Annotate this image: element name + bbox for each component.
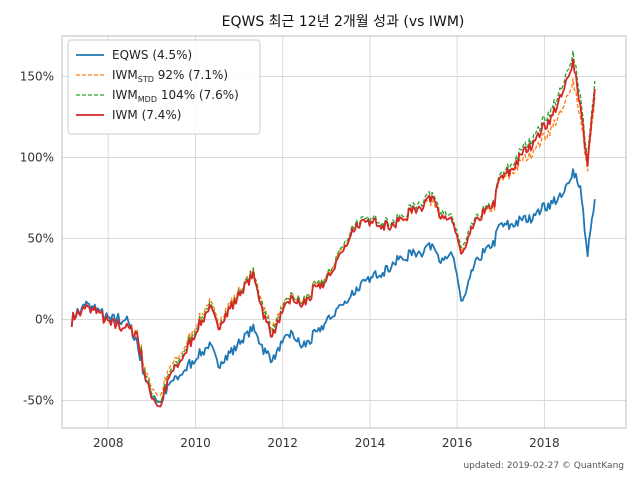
legend-label-base: EQWS <box>112 48 149 62</box>
footer-note: updated: 2019-02-27 © QuantKang <box>463 461 624 471</box>
legend-label-rest: 104% (7.6%) <box>157 88 239 102</box>
plot-area-frame <box>61 35 627 429</box>
y-tick-label: 100% <box>20 150 54 164</box>
chart-title: EQWS 최근 12년 2개월 성과 (vs IWM) <box>222 14 465 30</box>
legend: EQWS (4.5%)IWMSTD 92% (7.1%)IWMMDD 104% … <box>67 39 261 135</box>
x-tick-label: 2014 <box>355 436 386 450</box>
x-tick-label: 2016 <box>442 436 473 450</box>
legend-label-rest: (4.5%) <box>149 48 193 62</box>
legend-label-subscript: STD <box>138 75 154 84</box>
legend-label: IWMSTD 92% (7.1%) <box>112 68 228 84</box>
legend-label-subscript: MDD <box>138 95 157 104</box>
x-tick-label: 2012 <box>267 436 298 450</box>
series-line-2 <box>71 50 596 403</box>
legend-label: IWMMDD 104% (7.6%) <box>112 88 239 104</box>
legend-label-base: IWM <box>112 88 138 102</box>
legend-label-base: IWM <box>112 68 138 82</box>
y-axis: -50% 0% 50% 100% 150% <box>20 69 54 407</box>
x-tick-label: 2018 <box>529 436 560 450</box>
legend-label-rest: (7.4%) <box>138 108 182 122</box>
series-lines <box>70 50 596 408</box>
x-tick-label: 2008 <box>93 436 124 450</box>
y-tick-label: 150% <box>20 69 54 83</box>
legend-box <box>67 39 261 135</box>
x-tick-label: 2010 <box>180 436 211 450</box>
y-tick-label: 50% <box>27 231 54 245</box>
legend-label: EQWS (4.5%) <box>112 48 192 62</box>
series-line-3 <box>70 58 596 408</box>
y-tick-label: -50% <box>23 393 54 407</box>
legend-label-base: IWM <box>112 108 138 122</box>
legend-label: IWM (7.4%) <box>112 108 181 122</box>
legend-label-rest: 92% (7.1%) <box>154 68 228 82</box>
x-axis: 2008 2010 2012 2014 2016 2018 <box>93 436 560 450</box>
y-tick-label: 0% <box>35 312 54 326</box>
